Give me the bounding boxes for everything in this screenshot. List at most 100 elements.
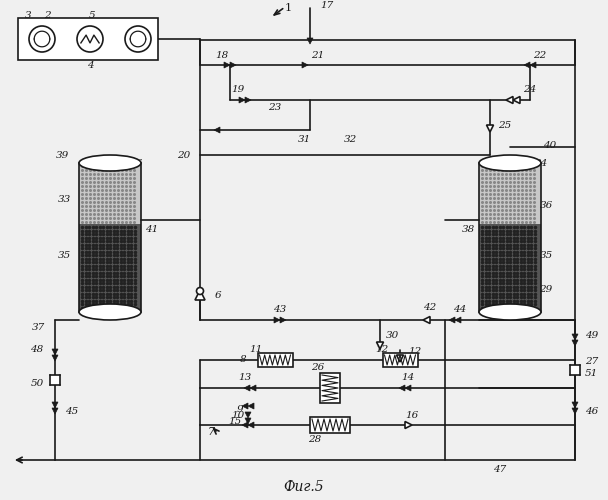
Polygon shape — [449, 317, 455, 323]
Text: 48: 48 — [30, 346, 44, 354]
Bar — [50, 375, 60, 385]
Text: 39: 39 — [55, 150, 69, 160]
Polygon shape — [530, 62, 536, 68]
Text: 14: 14 — [401, 374, 415, 382]
Bar — [79, 163, 141, 224]
Text: 41: 41 — [145, 226, 158, 234]
Bar — [382, 353, 418, 367]
Text: 12: 12 — [408, 348, 421, 356]
Text: 36: 36 — [130, 158, 143, 168]
Text: 43: 43 — [274, 306, 286, 314]
Text: 28: 28 — [308, 434, 322, 444]
Ellipse shape — [79, 304, 141, 320]
Polygon shape — [248, 403, 254, 409]
Polygon shape — [524, 62, 530, 68]
Text: 20: 20 — [177, 150, 190, 160]
Text: 45: 45 — [65, 408, 78, 416]
Text: 24: 24 — [523, 86, 537, 94]
Text: 21: 21 — [311, 50, 325, 59]
Text: 26: 26 — [311, 364, 325, 372]
Circle shape — [196, 288, 204, 294]
Ellipse shape — [79, 155, 141, 171]
Text: 3: 3 — [25, 10, 32, 20]
Bar — [258, 353, 292, 367]
Polygon shape — [250, 385, 256, 391]
Text: 35: 35 — [539, 250, 553, 260]
Bar — [479, 163, 541, 312]
Text: 40: 40 — [544, 140, 557, 149]
Text: 18: 18 — [215, 50, 229, 59]
Polygon shape — [52, 349, 58, 355]
Bar — [18, 18, 158, 60]
Circle shape — [29, 26, 55, 52]
Text: 7: 7 — [208, 427, 215, 437]
Ellipse shape — [479, 155, 541, 171]
Text: 37: 37 — [32, 324, 45, 332]
Polygon shape — [230, 62, 236, 68]
Text: 47: 47 — [493, 466, 506, 474]
Text: Фиг.5: Фиг.5 — [284, 480, 324, 494]
Polygon shape — [572, 334, 578, 340]
Polygon shape — [423, 316, 430, 324]
Text: 12: 12 — [375, 346, 389, 354]
Polygon shape — [195, 290, 205, 300]
Text: 51: 51 — [585, 370, 598, 378]
Polygon shape — [506, 96, 513, 103]
Text: 23: 23 — [268, 104, 282, 112]
Text: 32: 32 — [344, 136, 357, 144]
Text: 2: 2 — [44, 10, 50, 20]
Text: 8: 8 — [240, 356, 246, 364]
Polygon shape — [572, 340, 578, 346]
Bar — [320, 373, 340, 403]
Text: 4: 4 — [87, 62, 93, 70]
Bar — [310, 417, 350, 433]
Text: 44: 44 — [454, 306, 466, 314]
Polygon shape — [572, 408, 578, 414]
Circle shape — [77, 26, 103, 52]
Text: 15: 15 — [229, 418, 241, 426]
Text: 13: 13 — [238, 374, 252, 382]
Polygon shape — [245, 97, 251, 103]
Text: 1: 1 — [285, 3, 292, 13]
Polygon shape — [239, 97, 245, 103]
Polygon shape — [245, 418, 251, 424]
Polygon shape — [513, 96, 520, 103]
Text: 11: 11 — [249, 346, 263, 354]
Text: 35: 35 — [58, 250, 72, 260]
Text: 46: 46 — [585, 408, 598, 416]
Text: 33: 33 — [58, 196, 72, 204]
Bar — [79, 224, 141, 312]
Polygon shape — [214, 127, 220, 133]
Bar — [479, 224, 541, 312]
Circle shape — [125, 26, 151, 52]
Text: 42: 42 — [423, 304, 437, 312]
Text: 5: 5 — [89, 10, 95, 20]
Text: 36: 36 — [539, 200, 553, 209]
Text: 17: 17 — [320, 2, 333, 11]
Text: 38: 38 — [461, 226, 475, 234]
Text: 49: 49 — [585, 332, 598, 340]
Polygon shape — [248, 422, 254, 428]
Polygon shape — [396, 355, 404, 362]
Bar — [479, 163, 541, 224]
Text: 31: 31 — [299, 136, 312, 144]
Polygon shape — [455, 317, 461, 323]
Text: 16: 16 — [406, 410, 419, 420]
Polygon shape — [486, 125, 494, 132]
Text: 9: 9 — [237, 406, 243, 414]
Text: 19: 19 — [232, 86, 244, 94]
Polygon shape — [52, 355, 58, 361]
Polygon shape — [274, 317, 280, 323]
Polygon shape — [52, 408, 58, 414]
Ellipse shape — [479, 304, 541, 320]
Polygon shape — [244, 385, 250, 391]
Text: 34: 34 — [535, 158, 548, 168]
Polygon shape — [242, 403, 248, 409]
Polygon shape — [280, 317, 286, 323]
Polygon shape — [399, 385, 405, 391]
Text: 25: 25 — [498, 120, 511, 130]
Polygon shape — [376, 342, 384, 349]
Polygon shape — [302, 62, 308, 68]
Text: 6: 6 — [215, 290, 222, 300]
Bar — [570, 365, 580, 375]
